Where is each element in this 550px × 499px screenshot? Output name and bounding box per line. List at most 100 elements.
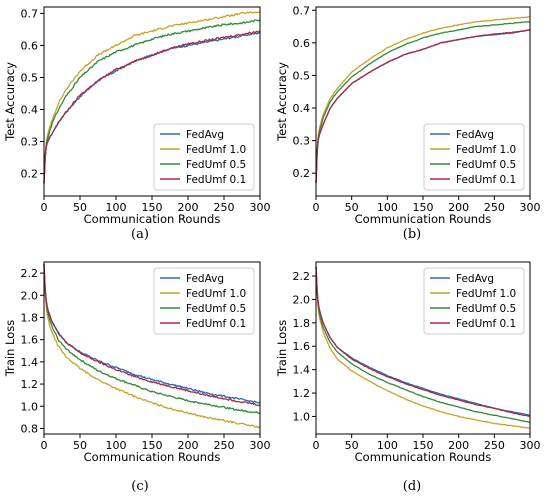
panel-c-chart: 0 50 100 150 200 250 300 0.8 1.0 1.2 1.4 1.6 1.8 2.0 2… [3, 261, 271, 464]
panel-c-series-fedumf-0-5 [43, 264, 261, 415]
panel-d-ytick-label: 1.8 [293, 317, 311, 330]
panel-c-xtick-label: 250 [214, 439, 235, 452]
panel-d-legend-label: FedUmf 0.1 [456, 318, 516, 330]
panel-c-ylabel: Train Loss [3, 320, 17, 377]
panel-b-chart: 0 50 100 150 200 250 300 0.2 0.3 0.4 0.5 0.6 0.7 Comm… [275, 4, 541, 226]
panel-a-legend: FedAvg FedUmf 1.0 FedUmf 0.5 FedUmf 0.1 [153, 123, 255, 191]
panel-d-legend-box [423, 267, 525, 335]
panel-c-legend-label: FedAvg [186, 273, 224, 285]
panel-b-legend: FedAvg FedUmf 1.0 FedUmf 0.5 FedUmf 0.1 [423, 123, 525, 191]
panel-a-xtick-label: 0 [41, 201, 48, 214]
panel-a-ytick-label: 0.2 [21, 168, 39, 181]
panel-d-chart: 0 50 100 150 200 250 300 1.0 1.2 1.4 1.6 1.8 2.0 2.2 C… [275, 261, 541, 464]
panel-d-ytick-label: 1.0 [293, 410, 311, 423]
panel-d-series-fedumf-0-1 [315, 266, 530, 417]
panel-a-legend-label: FedUmf 0.5 [186, 159, 246, 171]
panel-d-xtick-label: 100 [377, 439, 398, 452]
panel-d-ytick-label: 1.2 [293, 387, 311, 400]
panel-d-legend: FedAvg FedUmf 1.0 FedUmf 0.5 FedUmf 0.1 [423, 267, 525, 335]
panel-d-xtick-label: 0 [313, 439, 320, 452]
panel-d-series-fedumf-0-5 [315, 266, 531, 424]
panel-c-ytick-label: 1.0 [21, 400, 39, 413]
panel-b-ylabel: Test Accuracy [275, 62, 289, 142]
panel-c-ytick-label: 1.2 [21, 378, 39, 391]
panel-c-series-fedumf-0-1 [43, 264, 261, 407]
panel-b-ytick-label: 0.2 [293, 167, 311, 180]
panel-a-chart: 0 50 100 150 200 250 300 0.2 0.3 0.4 0.5 0.6 0.7 Comm… [3, 6, 271, 226]
panel-c-xtick-label: 0 [41, 439, 48, 452]
panel-c-xlabel: Communication Rounds [84, 450, 221, 464]
panel-b-xtick-label: 300 [520, 201, 541, 214]
panel-a-series-fedumf-0-5 [43, 19, 261, 184]
panel-c-ytick-label: 2.2 [21, 267, 39, 280]
panel-a-series-fedumf-1-0 [43, 11, 261, 184]
panel-b-xtick-label: 200 [448, 201, 469, 214]
panel-c-legend-label: FedUmf 0.5 [186, 303, 246, 315]
panel-a-ytick-label: 0.7 [21, 7, 39, 20]
panel-a-xtick-label: 100 [106, 201, 127, 214]
panel-a-ytick-label: 0.5 [21, 71, 39, 84]
panel-a-xtick-label: 250 [214, 201, 235, 214]
panel-c-series-fedumf-1-0 [43, 264, 261, 429]
panel-b-series-fedumf-0-5 [315, 21, 530, 184]
panel-c-xtick-label: 200 [178, 439, 199, 452]
panel-a-ylabel: Test Accuracy [3, 62, 17, 142]
panel-b-legend-label: FedAvg [456, 129, 494, 141]
panel-b-xlabel: Communication Rounds [355, 212, 492, 226]
panel-d-ytick-label: 2.2 [293, 270, 311, 283]
panel-a-legend-label: FedUmf 1.0 [186, 144, 246, 156]
panel-a-ytick-label: 0.6 [21, 39, 39, 52]
panel-d-xtick-label: 200 [448, 439, 469, 452]
panel-d-series-fedumf-1-0 [315, 266, 531, 429]
panel-b-xtick-label: 100 [377, 201, 398, 214]
panel-d-xtick-label: 300 [520, 439, 541, 452]
panel-d-ytick-label: 1.4 [293, 364, 311, 377]
panel-a-legend-label: FedUmf 0.1 [186, 174, 246, 186]
panel-d-xlabel: Communication Rounds [355, 450, 492, 464]
panel-c-ytick-label: 1.6 [21, 334, 39, 347]
panel-a-xtick-label: 300 [250, 201, 271, 214]
caption-a: (a) [131, 227, 149, 242]
panel-c-ytick-label: 1.4 [21, 356, 39, 369]
panel-c-legend: FedAvg FedUmf 1.0 FedUmf 0.5 FedUmf 0.1 [153, 267, 255, 335]
panel-b-ytick-label: 0.6 [293, 37, 311, 50]
panel-a-xtick-label: 150 [142, 201, 163, 214]
panel-d-legend-label: FedUmf 0.5 [456, 303, 516, 315]
panel-b-ytick-label: 0.7 [293, 4, 311, 17]
panel-a-xtick-label: 200 [178, 201, 199, 214]
panel-c-legend-label: FedUmf 0.1 [186, 318, 246, 330]
panel-d-legend-label: FedUmf 1.0 [456, 288, 516, 300]
panel-b-legend-box [423, 123, 525, 191]
panel-d-xtick-label: 50 [345, 439, 359, 452]
panel-b-ytick-label: 0.4 [293, 102, 311, 115]
panel-a-ytick-label: 0.3 [21, 136, 39, 149]
panel-b-legend-label: FedUmf 1.0 [456, 144, 516, 156]
panel-b-xtick-label: 0 [313, 201, 320, 214]
panel-a-legend-box [153, 123, 255, 191]
panel-b-series-fedumf-1-0 [315, 16, 531, 184]
panel-c-ytick-label: 2.0 [21, 289, 39, 302]
caption-c: (c) [131, 479, 148, 494]
panel-a-xlabel: Communication Rounds [84, 212, 221, 226]
panel-a-xtick-label: 50 [73, 201, 87, 214]
panel-c-xtick-label: 300 [250, 439, 271, 452]
panel-c-ytick-label: 1.8 [21, 311, 39, 324]
panel-d-ylabel: Train Loss [275, 320, 289, 377]
panel-c-ytick-label: 0.8 [21, 422, 39, 435]
panel-b-ytick-label: 0.3 [293, 135, 311, 148]
panel-d-ytick-label: 2.0 [293, 293, 311, 306]
panel-b-xtick-label: 150 [413, 201, 434, 214]
panel-b-legend-label: FedUmf 0.5 [456, 159, 516, 171]
panel-c-legend-label: FedUmf 1.0 [186, 288, 246, 300]
panel-a-series-fedumf-0-1 [43, 30, 261, 184]
panel-d-xtick-label: 150 [413, 439, 434, 452]
caption-b: (b) [403, 227, 421, 242]
panel-c-legend-box [153, 267, 255, 335]
panel-d-ytick-label: 1.6 [293, 340, 311, 353]
panel-b-ytick-label: 0.5 [293, 69, 311, 82]
panel-d-legend-label: FedAvg [456, 273, 494, 285]
panel-b-xtick-label: 250 [484, 201, 505, 214]
panel-c-xtick-label: 150 [142, 439, 163, 452]
panel-a-legend-label: FedAvg [186, 129, 224, 141]
